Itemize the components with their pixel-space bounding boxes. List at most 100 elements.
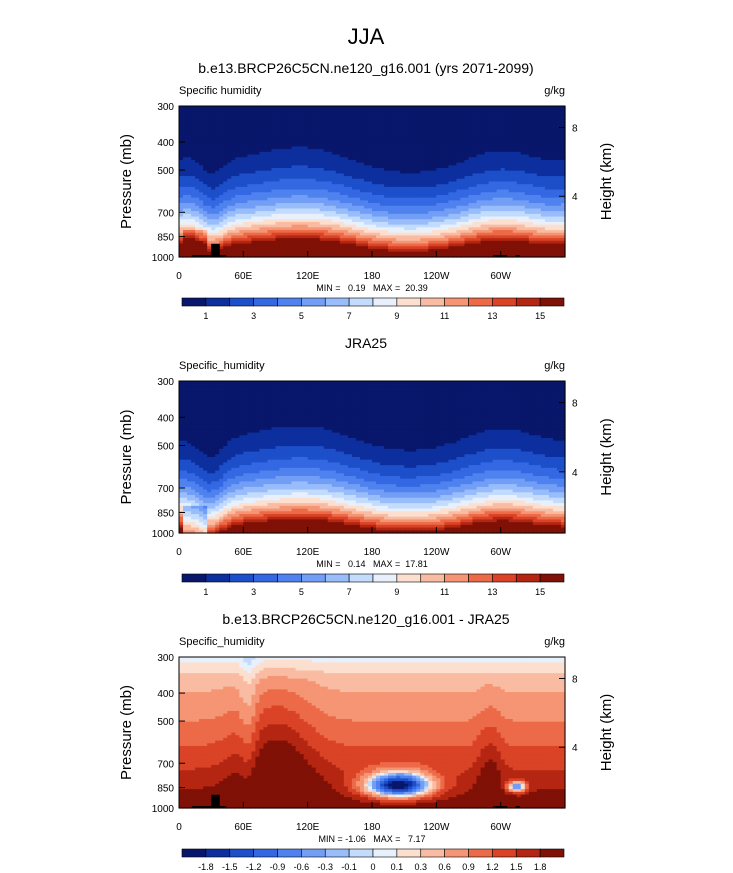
heatmap-cell [552, 211, 558, 215]
heatmap-cell [223, 213, 228, 218]
heatmap-cell [339, 184, 345, 188]
heatmap-cell [359, 232, 365, 237]
heatmap-cell [251, 168, 256, 172]
heatmap-cell [215, 211, 220, 215]
heatmap-cell [231, 146, 236, 150]
heatmap-cell [556, 106, 562, 110]
heatmap-cell [392, 181, 397, 185]
heatmap-cell [392, 227, 397, 231]
heatmap-cell [404, 165, 409, 169]
heatmap-cell [327, 221, 333, 226]
heatmap-cell [404, 173, 409, 177]
heatmap-cell [396, 235, 401, 239]
heatmap-cell [428, 151, 433, 156]
heatmap-cell [179, 173, 184, 177]
heatmap-cell [560, 149, 566, 153]
heatmap-cell [524, 154, 530, 158]
heatmap-cell [195, 122, 200, 126]
heatmap-cell [540, 132, 546, 137]
heatmap-cell [211, 216, 216, 220]
heatmap-cell [195, 157, 200, 161]
heatmap-cell [235, 197, 240, 201]
heatmap-cell [283, 127, 289, 131]
heatmap-cell [239, 154, 244, 158]
heatmap-cell [508, 143, 514, 148]
heatmap-cell [432, 200, 437, 204]
heatmap-cell [408, 135, 413, 139]
heatmap-cell [516, 176, 522, 180]
heatmap-cell [428, 216, 433, 220]
heatmap-cell [424, 124, 429, 129]
heatmap-cell [560, 184, 566, 188]
heatmap-cell [408, 203, 413, 207]
heatmap-cell [343, 238, 349, 242]
heatmap-cell [323, 216, 329, 220]
heatmap-cell [339, 151, 345, 156]
heatmap-cell [299, 189, 305, 193]
heatmap-cell [424, 208, 429, 212]
heatmap-cell [380, 124, 385, 129]
heatmap-cell [480, 194, 486, 199]
heatmap-cell [303, 200, 309, 204]
heatmap-cell [408, 189, 413, 193]
heatmap-cell [199, 119, 204, 123]
heatmap-cell [448, 184, 454, 188]
heatmap-cell [544, 170, 550, 175]
heatmap-cell [444, 205, 449, 210]
heatmap-cell [460, 224, 466, 228]
heatmap-cell [504, 240, 510, 245]
heatmap-cell [560, 154, 566, 158]
heatmap-cell [444, 127, 449, 131]
heatmap-cell [251, 116, 256, 121]
heatmap-cell [496, 230, 502, 234]
heatmap-cell [476, 208, 482, 212]
heatmap-cell [548, 165, 554, 169]
heatmap-cell [279, 165, 285, 169]
heatmap-cell [279, 122, 285, 126]
heatmap-cell [488, 216, 494, 220]
heatmap-cell [472, 178, 478, 183]
heatmap-cell [363, 130, 369, 134]
heatmap-cell [460, 200, 466, 204]
heatmap-cell [500, 165, 506, 169]
heatmap-cell [207, 178, 212, 183]
heatmap-cell [199, 151, 204, 156]
heatmap-cell [516, 173, 522, 177]
heatmap-cell [267, 168, 273, 172]
heatmap-cell [544, 189, 550, 193]
heatmap-cell [504, 162, 510, 166]
heatmap-cell [339, 224, 345, 228]
heatmap-cell [496, 194, 502, 199]
heatmap-cell [548, 149, 554, 153]
heatmap-cell [187, 235, 192, 239]
heatmap-cell [536, 230, 542, 234]
heatmap-cell [243, 149, 248, 153]
heatmap-cell [540, 219, 546, 223]
heatmap-cell [303, 227, 309, 231]
heatmap-cell [444, 197, 449, 201]
heatmap-cell [355, 149, 361, 153]
heatmap-cell [512, 132, 518, 137]
heatmap-cell [408, 197, 413, 201]
heatmap-cell [512, 168, 518, 172]
heatmap-cell [223, 151, 228, 156]
heatmap-cell [372, 208, 377, 212]
heatmap-cell [484, 194, 490, 199]
heatmap-cell [392, 224, 397, 228]
heatmap-cell [412, 149, 417, 153]
heatmap-cell [548, 143, 554, 148]
heatmap-cell [524, 227, 530, 231]
heatmap-cell [203, 124, 208, 129]
heatmap-cell [508, 173, 514, 177]
heatmap-cell [323, 122, 329, 126]
heatmap-cell [315, 211, 321, 215]
heatmap-cell [484, 224, 490, 228]
heatmap-cell [512, 235, 518, 239]
heatmap-cell [436, 141, 441, 145]
heatmap-cell [548, 170, 554, 175]
heatmap-cell [251, 106, 256, 110]
heatmap-cell [540, 162, 546, 166]
heatmap-cell [416, 192, 421, 196]
heatmap-cell [295, 216, 301, 220]
heatmap-cell [355, 159, 361, 164]
